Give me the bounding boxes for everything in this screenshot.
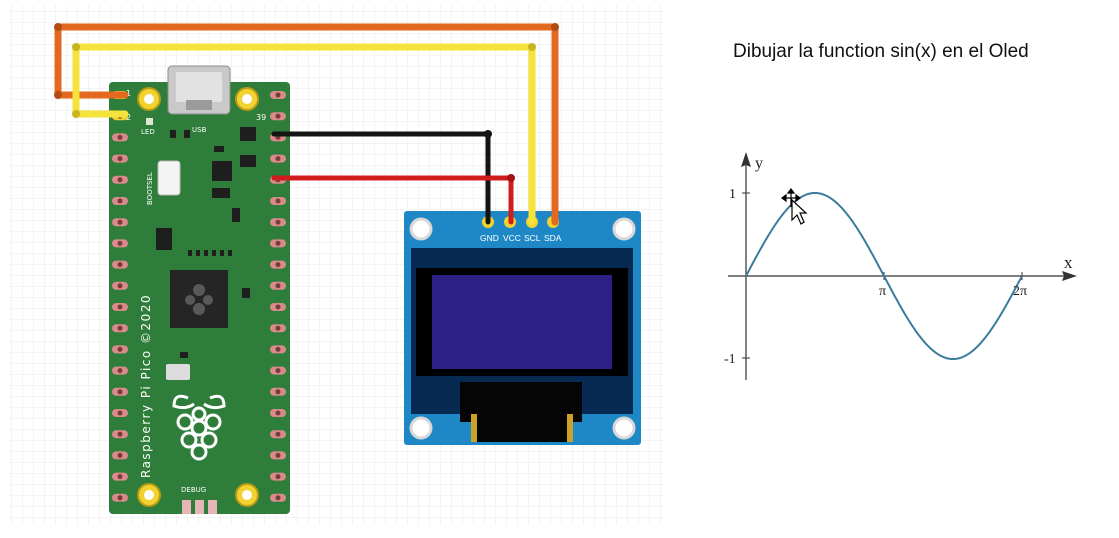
chip <box>214 146 224 152</box>
pin-label-2: 2 <box>126 113 131 122</box>
pico-pin-hole <box>275 92 281 98</box>
y-axis-arrow <box>741 152 751 167</box>
chip <box>242 288 250 298</box>
pico-pin-hole <box>117 389 123 395</box>
y-tick-label-1: 1 <box>729 187 736 202</box>
pico-pin-hole <box>117 346 123 352</box>
pico-pin-hole <box>117 262 123 268</box>
raspberry-pi-pico-board: 1 2 39 LED USB BOOTSEL Raspberry Pi Pico… <box>109 65 290 514</box>
debug-label: DEBUG <box>181 486 206 494</box>
pico-pin-hole <box>275 219 281 225</box>
bootsel-label: BOOTSEL <box>146 172 154 205</box>
oled-screen <box>432 275 612 369</box>
pico-pin-hole <box>117 410 123 416</box>
pico-pin-hole <box>117 304 123 310</box>
oled-pin-vcc: VCC <box>503 233 521 243</box>
pico-pin-hole <box>117 452 123 458</box>
bootsel-button <box>157 160 181 196</box>
oled-mounting-hole <box>612 217 636 241</box>
pico-pin-hole <box>275 156 281 162</box>
resistor-row <box>188 250 232 256</box>
pico-pin-hole <box>117 134 123 140</box>
oled-module: GND VCC SCL SDA <box>404 211 641 445</box>
pointer-cursor-icon <box>791 198 808 225</box>
usb-label: USB <box>192 126 207 134</box>
wire-endpoints <box>54 23 559 182</box>
crystal <box>166 364 190 380</box>
pico-pin-hole <box>117 495 123 501</box>
flex-cable <box>460 382 582 422</box>
x-tick-label-2pi: 2π <box>1013 284 1027 299</box>
graph-title: Dibujar la function sin(x) en el Oled <box>733 41 1029 62</box>
brand-label: Raspberry Pi Pico ©2020 <box>139 294 153 478</box>
pico-pin-hole <box>275 262 281 268</box>
chip <box>184 130 190 138</box>
pico-pin-hole <box>275 346 281 352</box>
chip <box>240 155 256 167</box>
x-axis-label: x <box>1064 253 1073 272</box>
pico-pin-hole <box>275 452 281 458</box>
pico-pin-hole <box>275 410 281 416</box>
chip <box>180 352 188 358</box>
move-cursor-icon <box>781 188 801 207</box>
chip <box>232 208 240 222</box>
pico-pin-hole <box>117 474 123 480</box>
pico-pin-hole <box>275 368 281 374</box>
pico-pin-hole <box>117 240 123 246</box>
pico-pin-hole <box>275 304 281 310</box>
chip <box>212 188 230 198</box>
pico-pin-hole <box>275 495 281 501</box>
led <box>146 118 153 125</box>
pico-pin-hole <box>275 389 281 395</box>
pico-pin-hole <box>275 113 281 119</box>
pico-pin-hole <box>275 474 281 480</box>
chip <box>170 130 176 138</box>
pico-pin-hole <box>117 431 123 437</box>
pico-pin-hole <box>117 325 123 331</box>
pico-pin-hole <box>275 240 281 246</box>
chip <box>156 228 172 250</box>
pico-pin-hole <box>117 198 123 204</box>
y-axis-label: y <box>755 155 763 172</box>
sin-graph: y x 1 -1 π 2π <box>724 152 1077 380</box>
debug-pads <box>182 500 217 514</box>
oled-pin-scl: SCL <box>524 233 541 243</box>
oled-mounting-hole <box>612 416 636 440</box>
pico-pin-hole <box>117 283 123 289</box>
x-tick-label-pi: π <box>879 284 886 299</box>
oled-pin-sda: SDA <box>544 233 562 243</box>
pico-pin-hole <box>117 177 123 183</box>
pin-label-1: 1 <box>126 89 131 98</box>
pico-pin-hole <box>275 431 281 437</box>
raspberry-logo-icon <box>172 394 226 461</box>
oled-pin-gnd: GND <box>480 233 499 243</box>
x-axis-arrow <box>1062 271 1077 281</box>
pico-pin-hole <box>275 198 281 204</box>
rp2040-chip <box>170 270 228 328</box>
oled-mounting-hole <box>409 416 433 440</box>
chip <box>240 127 256 141</box>
pico-pin-hole <box>117 219 123 225</box>
pico-pin-hole <box>117 156 123 162</box>
y-tick-label-minus-1: -1 <box>724 352 736 367</box>
pin-label-39: 39 <box>256 113 266 122</box>
pico-pin-hole <box>275 283 281 289</box>
chip <box>212 161 232 181</box>
pico-pin-hole <box>117 368 123 374</box>
led-label: LED <box>141 128 155 136</box>
oled-mounting-hole <box>409 217 433 241</box>
pico-pin-hole <box>275 325 281 331</box>
